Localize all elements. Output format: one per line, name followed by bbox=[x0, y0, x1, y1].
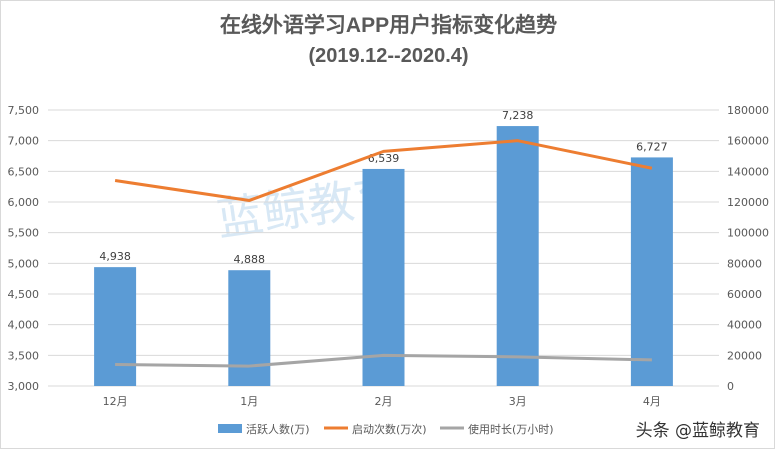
bar bbox=[630, 157, 673, 386]
right-tick-label: 140000 bbox=[727, 165, 769, 178]
left-tick-label: 5,000 bbox=[8, 257, 40, 270]
bar-data-label: 7,238 bbox=[502, 109, 534, 122]
right-tick-label: 160000 bbox=[727, 135, 769, 148]
legend-label: 活跃人数(万) bbox=[246, 422, 310, 436]
left-tick-label: 3,000 bbox=[8, 380, 40, 393]
x-tick-label: 4月 bbox=[643, 395, 661, 408]
credit-text: 头条 @蓝鲸教育 bbox=[635, 421, 760, 441]
bar-data-label: 6,727 bbox=[636, 140, 668, 153]
chart-title: 在线外语学习APP用户指标变化趋势 bbox=[219, 14, 558, 37]
right-tick-label: 40000 bbox=[727, 319, 762, 332]
left-tick-label: 5,500 bbox=[8, 227, 40, 240]
bar bbox=[496, 126, 539, 386]
right-tick-label: 80000 bbox=[727, 257, 762, 270]
left-tick-label: 6,000 bbox=[8, 196, 40, 209]
left-tick-label: 7,000 bbox=[8, 135, 40, 148]
right-tick-label: 180000 bbox=[727, 104, 769, 117]
right-tick-label: 100000 bbox=[727, 227, 769, 240]
x-tick-label: 12月 bbox=[103, 395, 128, 408]
x-tick-label: 2月 bbox=[375, 395, 393, 408]
left-tick-label: 3,500 bbox=[8, 349, 40, 362]
x-tick-label: 3月 bbox=[509, 395, 527, 408]
series-line bbox=[115, 353, 652, 368]
bar bbox=[228, 270, 271, 386]
chart-subtitle: (2019.12--2020.4) bbox=[308, 45, 469, 67]
legend-label: 使用时长(万小时) bbox=[468, 423, 554, 436]
bar bbox=[362, 168, 405, 386]
series-line bbox=[114, 139, 653, 202]
left-tick-label: 4,500 bbox=[8, 288, 40, 301]
x-tick-label: 1月 bbox=[240, 395, 258, 408]
right-tick-label: 20000 bbox=[727, 349, 762, 362]
right-tick-label: 60000 bbox=[727, 288, 762, 301]
bar-data-label: 4,938 bbox=[99, 250, 131, 263]
right-tick-label: 120000 bbox=[727, 196, 769, 209]
legend-swatch bbox=[218, 424, 242, 433]
legend-label: 启动次数(万次) bbox=[352, 422, 427, 436]
left-tick-label: 7,500 bbox=[8, 104, 40, 117]
left-tick-label: 4,000 bbox=[8, 319, 40, 332]
left-tick-label: 6,500 bbox=[8, 165, 40, 178]
bar-data-label: 4,888 bbox=[234, 253, 266, 266]
right-tick-label: 0 bbox=[727, 380, 734, 393]
bar bbox=[94, 267, 137, 386]
